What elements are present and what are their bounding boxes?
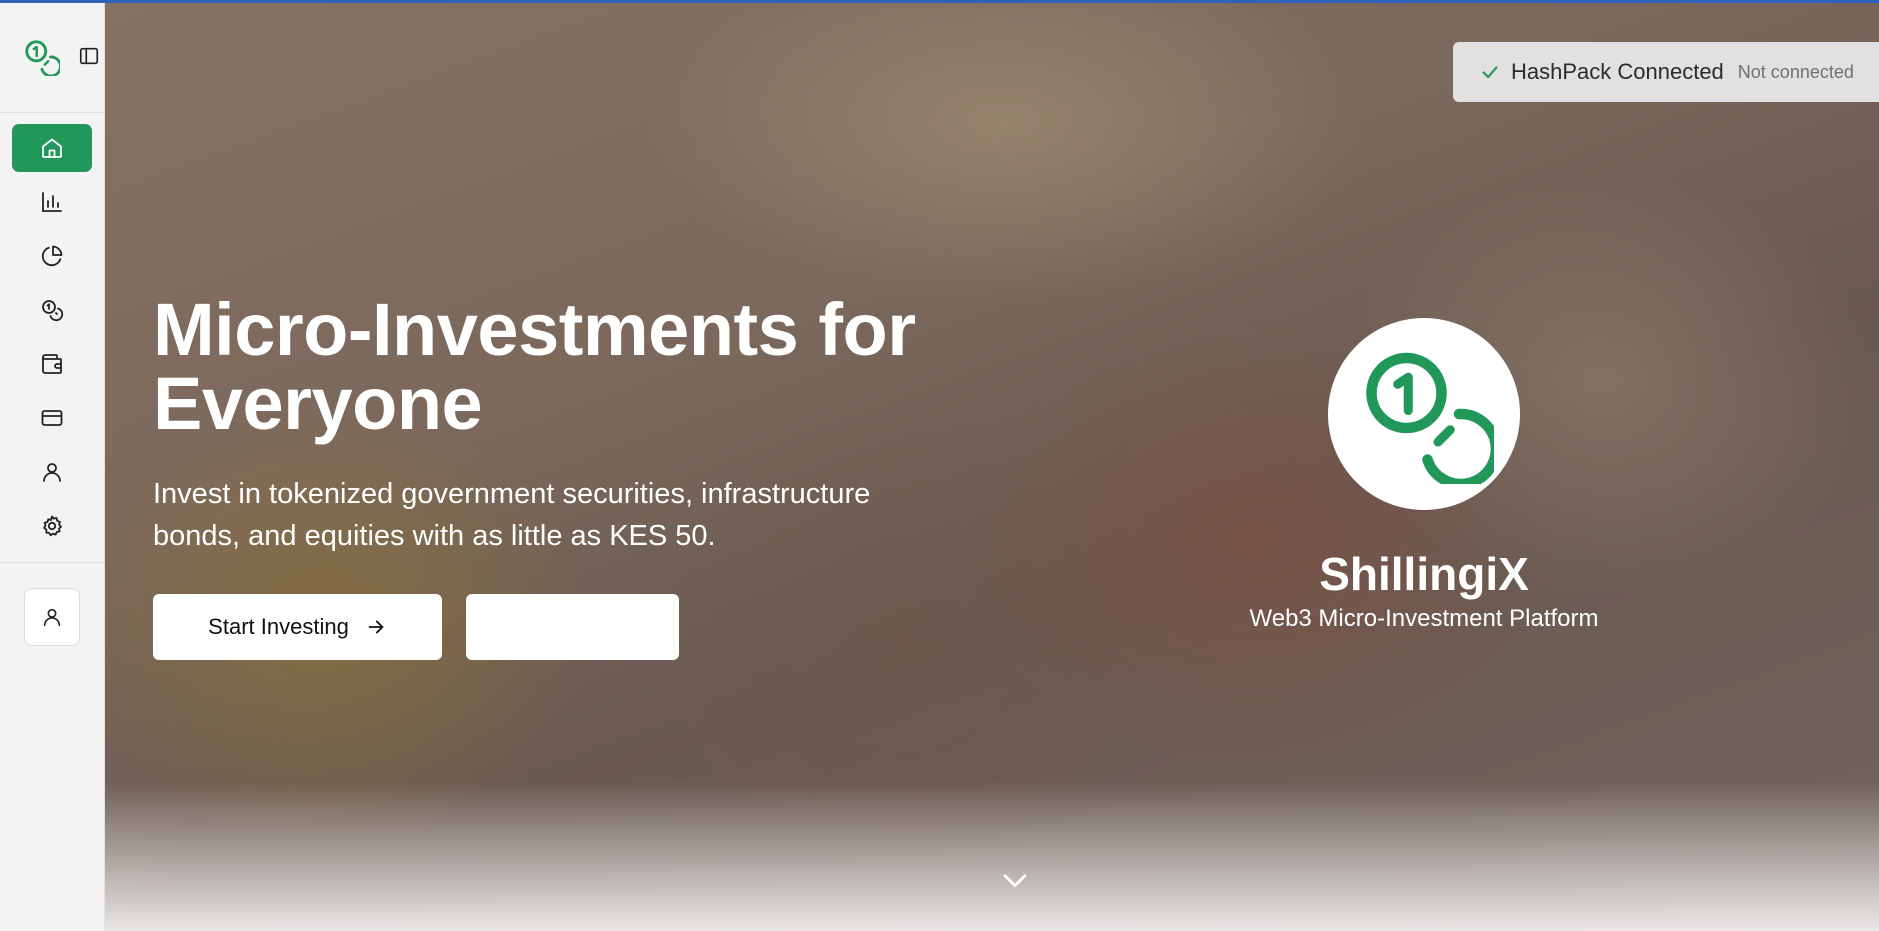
pie-chart-icon xyxy=(41,245,63,267)
sidebar-divider xyxy=(0,112,105,113)
check-icon xyxy=(1482,66,1498,79)
start-investing-button[interactable]: Start Investing xyxy=(153,594,442,660)
wallet-status-label: HashPack Connected xyxy=(1511,59,1724,84)
home-icon xyxy=(42,138,62,158)
user-profile-button[interactable] xyxy=(24,588,80,646)
hero-title-line: Everyone xyxy=(153,362,483,445)
sidebar-item-wallet[interactable] xyxy=(12,340,92,388)
coins-icon xyxy=(42,300,64,322)
sidebar-item-assets[interactable] xyxy=(12,286,92,334)
hero-title: Micro-Investments for Everyone xyxy=(153,293,1053,441)
sidebar-item-analytics[interactable] xyxy=(12,178,92,226)
hero-background-image xyxy=(105,3,1879,931)
sidebar-divider xyxy=(0,562,105,563)
user-icon xyxy=(43,463,61,482)
brand-tagline: Web3 Micro-Investment Platform xyxy=(1249,605,1599,632)
credit-card-icon xyxy=(41,410,63,426)
hero-subtitle-line: bonds, and equities with as little as KE… xyxy=(153,520,716,552)
chevron-down-icon[interactable] xyxy=(998,863,1032,897)
hero-bottom-fade xyxy=(105,781,1879,931)
wallet-connection-status[interactable]: HashPack Connected Not connected xyxy=(1453,42,1879,102)
wallet-substatus: Not connected xyxy=(1737,61,1854,82)
start-investing-label: Start Investing xyxy=(208,614,349,639)
hero-subtitle: Invest in tokenized government securitie… xyxy=(153,473,1013,557)
hero-section: Micro-Investments for Everyone Invest in… xyxy=(105,3,1879,931)
sidebar xyxy=(0,0,105,931)
brand-logo-icon xyxy=(1366,352,1494,484)
brand-name: ShillingiX xyxy=(1319,548,1529,600)
brand-logo-icon[interactable] xyxy=(22,38,60,76)
sidebar-item-payments[interactable] xyxy=(12,394,92,442)
user-icon xyxy=(43,608,61,627)
sidebar-toggle-icon[interactable] xyxy=(78,45,100,67)
settings-icon xyxy=(43,515,62,537)
sidebar-item-portfolio[interactable] xyxy=(12,232,92,280)
hero-subtitle-line: Invest in tokenized government securitie… xyxy=(153,478,871,510)
wallet-icon xyxy=(42,354,62,374)
bar-chart-icon xyxy=(42,192,62,212)
hero-title-line: Micro-Investments for xyxy=(153,288,916,371)
sidebar-item-home[interactable] xyxy=(12,124,92,172)
brand-logo-badge xyxy=(1328,318,1520,510)
arrow-right-icon xyxy=(368,620,384,634)
sidebar-item-account[interactable] xyxy=(12,448,92,496)
sidebar-item-settings[interactable] xyxy=(12,502,92,550)
top-accent-bar xyxy=(0,0,1879,3)
secondary-cta-button[interactable] xyxy=(466,594,679,660)
